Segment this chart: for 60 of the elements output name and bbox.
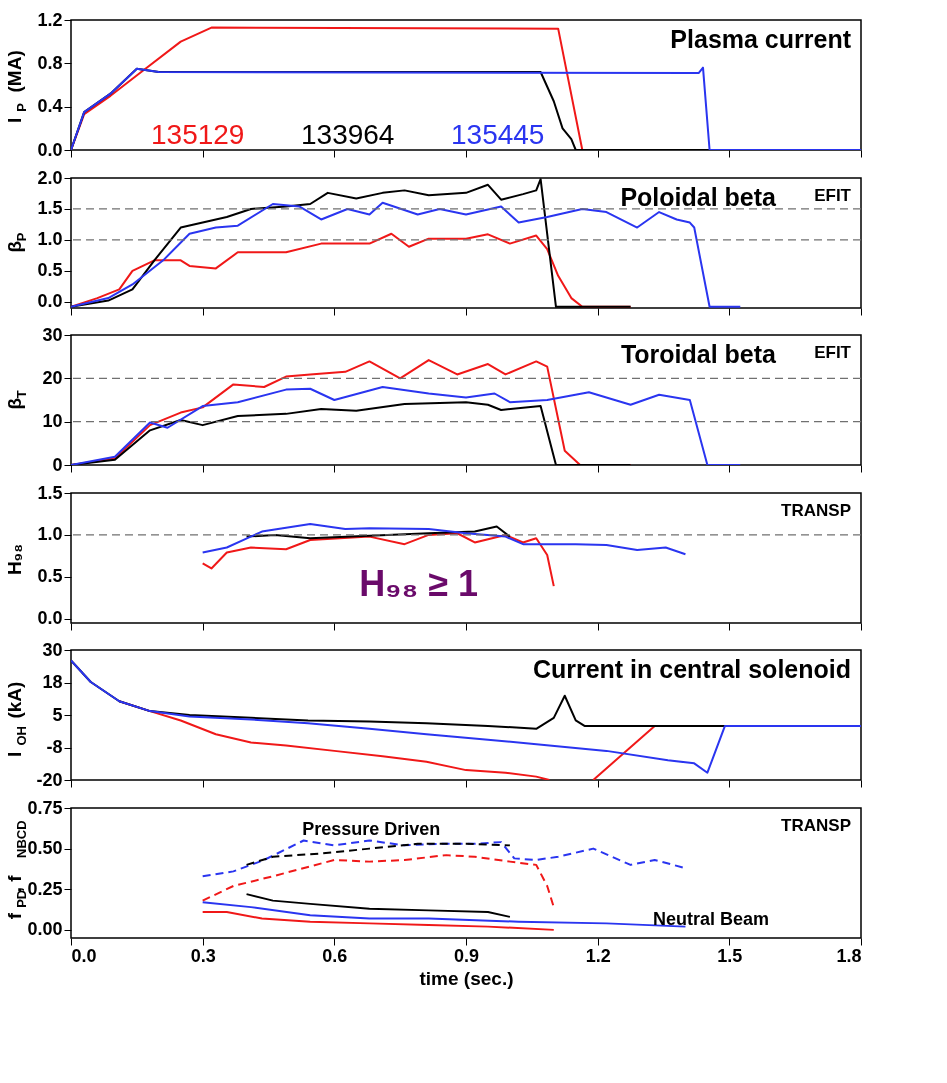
chart-title: Toroidal beta xyxy=(620,340,778,368)
line-series xyxy=(71,659,861,774)
y-axis-title: βP xyxy=(4,232,29,253)
line-series xyxy=(245,525,511,540)
annotation: EFIT xyxy=(814,186,852,205)
y-axis-title: IOH (kA) xyxy=(4,681,29,757)
y-tick-label: 1.5 xyxy=(37,198,63,219)
y-axis-title: H₉₈ xyxy=(4,543,25,576)
x-axis-title: time (sec.) xyxy=(419,967,514,989)
y-tick-label: -20 xyxy=(36,769,63,790)
y-tick-label: 0.5 xyxy=(37,260,63,281)
y-tick-label: 10 xyxy=(42,411,63,432)
y-tick-label: 1.2 xyxy=(37,9,63,30)
chart-title: Poloidal beta xyxy=(620,183,778,211)
annotation: Neutral Beam xyxy=(652,909,769,929)
y-tick-label: 0 xyxy=(52,454,63,475)
line-series xyxy=(245,842,511,866)
y-tick-label: 0.0 xyxy=(37,291,63,312)
y-tick-label: 30 xyxy=(42,639,63,660)
x-tick-label: 0.0 xyxy=(71,945,97,966)
y-tick-label: 1.5 xyxy=(37,482,63,503)
x-tick-label: 0.3 xyxy=(190,945,216,966)
y-tick-label: 0.0 xyxy=(37,139,63,160)
y-tick-label: 18 xyxy=(42,672,63,692)
annotation: Pressure Driven xyxy=(302,819,441,839)
y-tick-label: 30 xyxy=(42,324,63,345)
y-axis-title: βT xyxy=(4,390,29,410)
annotation: H₉₈ ≥ 1 xyxy=(359,563,479,604)
x-tick-label: 0.9 xyxy=(453,945,480,966)
line-series xyxy=(201,911,555,931)
y-tick-label: 1.0 xyxy=(37,524,63,545)
x-tick-label: 1.5 xyxy=(717,945,743,966)
annotation: TRANSP xyxy=(781,816,851,835)
x-tick-label: 0.6 xyxy=(322,945,348,966)
annotation: EFIT xyxy=(814,343,852,362)
series-label: 133964 xyxy=(301,119,395,150)
annotation: TRANSP xyxy=(781,501,851,520)
y-tick-label: 5 xyxy=(52,704,63,725)
chart-title: Current in central solenoid xyxy=(532,655,851,683)
line-series xyxy=(245,893,511,918)
y-tick-label: 0.00 xyxy=(27,919,63,940)
chart-title: Plasma current xyxy=(670,25,852,53)
y-tick-label: 0.75 xyxy=(27,797,63,818)
y-axis-title: fPD, fNBCD xyxy=(4,820,29,920)
y-tick-label: 2.0 xyxy=(37,167,63,188)
series-label: 135129 xyxy=(151,119,245,150)
y-tick-label: 0.4 xyxy=(37,96,63,117)
series-label: 135445 xyxy=(451,119,545,150)
y-tick-label: 0.0 xyxy=(37,608,63,629)
y-tick-label: 20 xyxy=(42,367,63,388)
y-tick-label: 0.25 xyxy=(27,878,63,899)
y-tick-label: 0.50 xyxy=(27,838,63,859)
x-tick-label: 1.2 xyxy=(585,945,611,966)
y-tick-label: 0.5 xyxy=(37,566,63,587)
y-axis-title: IP (MA) xyxy=(4,50,29,124)
y-tick-label: 0.8 xyxy=(37,52,63,73)
line-series xyxy=(201,523,687,556)
y-tick-label: 1.0 xyxy=(37,229,63,250)
x-tick-label: 1.8 xyxy=(836,945,862,966)
y-tick-label: -8 xyxy=(46,737,63,757)
